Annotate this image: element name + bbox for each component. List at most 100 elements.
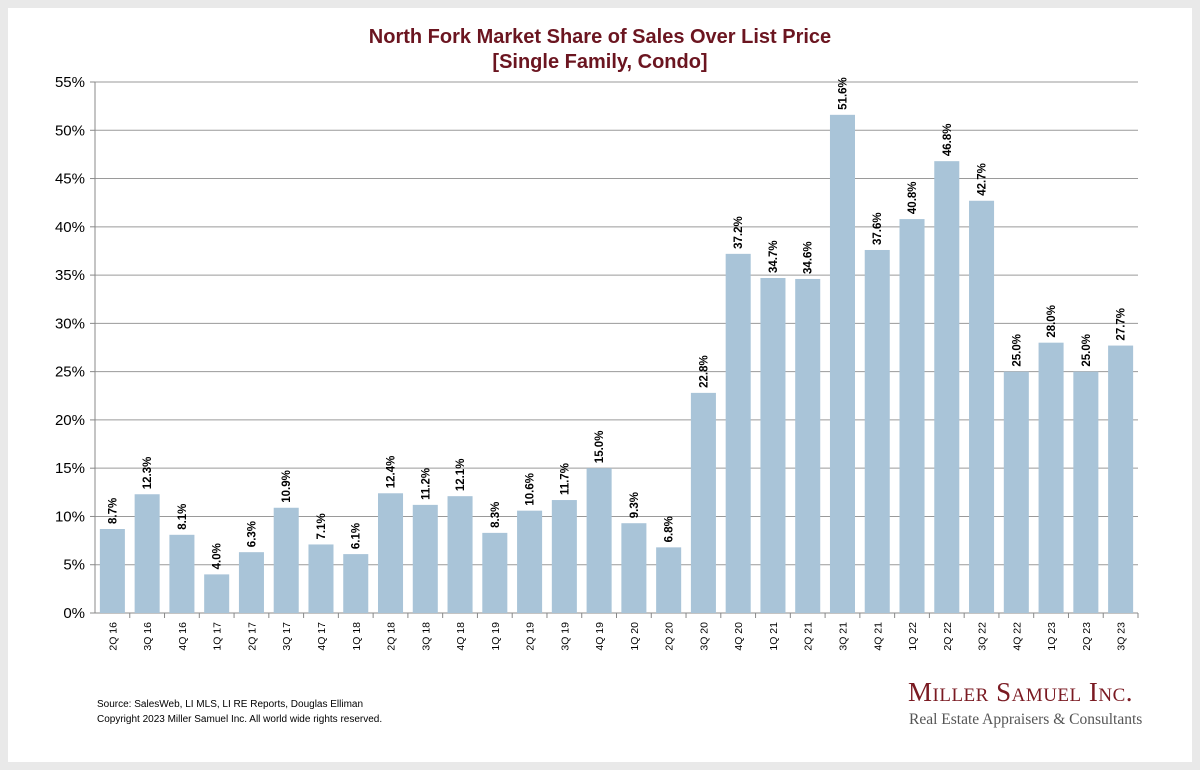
y-tick-label: 55% [55, 74, 85, 91]
bar [308, 544, 334, 613]
x-tick-label: 4Q 21 [872, 622, 884, 651]
x-tick-label: 4Q 16 [177, 622, 189, 651]
bar [238, 552, 264, 613]
bar [969, 200, 995, 613]
x-tick-label: 4Q 22 [1011, 622, 1023, 651]
x-tick-label: 2Q 22 [942, 622, 954, 651]
x-tick-label: 4Q 20 [733, 622, 745, 651]
y-tick-label: 45% [55, 171, 85, 188]
x-tick-label: 3Q 17 [281, 622, 293, 651]
x-tick-label: 2Q 19 [525, 622, 537, 651]
data-label: 12.1% [455, 459, 467, 492]
x-tick-label: 4Q 19 [594, 622, 606, 651]
bar [1073, 371, 1099, 613]
data-label: 11.2% [420, 468, 432, 500]
x-tick-label: 2Q 18 [386, 622, 398, 651]
data-label: 7.1% [316, 513, 328, 539]
bar [934, 161, 960, 613]
data-label: 6.8% [664, 516, 676, 542]
data-label: 6.1% [351, 523, 363, 549]
bar [725, 253, 751, 614]
y-tick-label: 30% [55, 315, 85, 332]
company-logo-name: Miller Samuel Inc. [908, 677, 1134, 707]
x-tick-label: 3Q 19 [559, 622, 571, 651]
data-label: 8.7% [107, 498, 119, 524]
y-tick-label: 50% [55, 122, 85, 139]
bar [899, 219, 925, 613]
bar [1038, 342, 1064, 613]
y-tick-label: 35% [55, 267, 85, 284]
bar [204, 574, 230, 613]
bar [795, 278, 821, 613]
data-label: 27.7% [1116, 308, 1128, 341]
bar [864, 249, 890, 614]
x-tick-label: 1Q 21 [768, 622, 780, 651]
data-label: 6.3% [246, 521, 258, 547]
data-label: 8.1% [177, 504, 189, 530]
data-label: 34.6% [803, 241, 815, 274]
data-label: 42.7% [977, 163, 989, 196]
data-label: 11.7% [559, 463, 571, 495]
data-label: 46.8% [942, 124, 954, 157]
y-tick-label: 0% [63, 605, 85, 622]
company-logo-tagline: Real Estate Appraisers & Consultants [909, 711, 1143, 728]
y-tick-label: 15% [55, 460, 85, 477]
bar [517, 510, 543, 613]
bar [551, 500, 577, 613]
bar [169, 534, 195, 613]
x-tick-label: 3Q 20 [698, 622, 710, 651]
y-tick-label: 25% [55, 364, 85, 381]
bar [412, 504, 438, 613]
bar [690, 392, 716, 613]
data-label: 34.7% [768, 240, 780, 273]
x-tick-label: 1Q 23 [1046, 622, 1058, 651]
bar [99, 529, 125, 613]
x-tick-label: 4Q 18 [455, 622, 467, 651]
x-tick-label: 3Q 18 [420, 622, 432, 651]
chart-subtitle: [Single Family, Condo] [492, 51, 708, 73]
x-tick-label: 1Q 22 [907, 622, 919, 651]
data-label: 51.6% [837, 77, 849, 110]
bar [447, 496, 473, 613]
x-tick-label: 3Q 22 [977, 622, 989, 651]
y-tick-label: 5% [63, 557, 85, 574]
bar [343, 554, 369, 613]
x-tick-label: 3Q 23 [1116, 622, 1128, 651]
data-label: 28.0% [1046, 305, 1058, 338]
data-label: 4.0% [212, 543, 224, 569]
bar [760, 277, 786, 613]
data-label: 12.3% [142, 457, 154, 490]
y-tick-label: 20% [55, 412, 85, 429]
x-tick-label: 4Q 17 [316, 622, 328, 651]
copyright-note: Copyright 2023 Miller Samuel Inc. All wo… [97, 714, 383, 725]
data-label: 9.3% [629, 492, 641, 518]
data-label: 25.0% [1081, 334, 1093, 367]
x-tick-label: 2Q 23 [1081, 622, 1093, 651]
x-tick-label: 1Q 18 [351, 622, 363, 651]
data-label: 37.6% [872, 212, 884, 245]
data-label: 37.2% [733, 216, 745, 249]
x-tick-label: 3Q 16 [142, 622, 154, 651]
data-label: 8.3% [490, 502, 502, 528]
chart-title: North Fork Market Share of Sales Over Li… [368, 26, 832, 48]
bar [1108, 345, 1134, 613]
data-label: 15.0% [594, 431, 606, 464]
data-label: 12.4% [386, 456, 398, 489]
x-tick-label: 3Q 21 [837, 622, 849, 651]
x-tick-label: 1Q 20 [629, 622, 641, 651]
bar [1003, 371, 1029, 613]
bar [656, 547, 682, 613]
x-tick-label: 2Q 20 [664, 622, 676, 651]
bar [829, 114, 855, 614]
x-tick-label: 2Q 16 [107, 622, 119, 651]
bar [378, 493, 404, 613]
bar [621, 523, 647, 613]
bar [273, 507, 299, 613]
data-label: 25.0% [1011, 334, 1023, 367]
data-label: 10.6% [525, 473, 537, 506]
data-label: 40.8% [907, 181, 919, 214]
x-tick-label: 1Q 17 [212, 622, 224, 651]
x-tick-label: 2Q 21 [803, 622, 815, 651]
bar [586, 468, 612, 613]
y-tick-label: 10% [55, 508, 85, 525]
